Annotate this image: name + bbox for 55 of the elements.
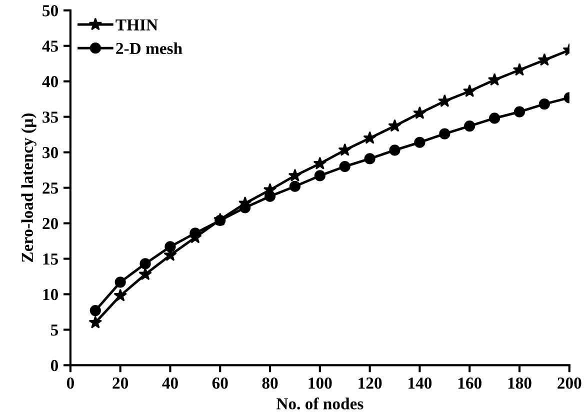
point bbox=[414, 136, 426, 148]
y-tick-label: 20 bbox=[42, 218, 58, 230]
y-tick-label: 25 bbox=[42, 182, 58, 194]
x-tick-label: 120 bbox=[358, 377, 382, 389]
y-tick-label: 30 bbox=[42, 147, 58, 158]
y-tick-label: 40 bbox=[42, 76, 58, 88]
point bbox=[339, 160, 350, 172]
legend-label: THIN bbox=[116, 19, 158, 30]
point bbox=[88, 316, 102, 328]
point bbox=[439, 128, 450, 140]
point bbox=[289, 180, 301, 192]
point bbox=[363, 131, 376, 144]
y-axis-title: Zero-load latency (µ) bbox=[21, 114, 36, 262]
x-tick-label: 140 bbox=[408, 377, 432, 389]
point bbox=[512, 63, 526, 76]
point bbox=[164, 241, 176, 252]
point bbox=[114, 288, 127, 302]
point bbox=[514, 106, 526, 118]
point bbox=[438, 94, 452, 107]
point bbox=[114, 276, 126, 288]
point bbox=[462, 84, 476, 98]
x-tick-label: 180 bbox=[508, 377, 532, 389]
x-tick-label: 60 bbox=[212, 377, 228, 389]
x-tick-label: 20 bbox=[112, 377, 128, 389]
point bbox=[538, 53, 552, 66]
point bbox=[140, 258, 151, 270]
point bbox=[338, 143, 352, 156]
point bbox=[464, 120, 476, 132]
y-tick-label: 15 bbox=[43, 254, 58, 265]
x-tick-label: 160 bbox=[458, 377, 482, 389]
y-tick-label: 0 bbox=[50, 360, 58, 372]
point bbox=[413, 106, 426, 120]
y-tick-label: 35 bbox=[42, 112, 58, 123]
point bbox=[138, 267, 152, 280]
legend-label: 2-D mesh bbox=[116, 42, 182, 54]
x-tick-label: 80 bbox=[262, 377, 278, 389]
point bbox=[90, 305, 101, 316]
x-axis-title: No. of nodes bbox=[276, 398, 364, 410]
point bbox=[313, 156, 327, 170]
x-tick-label: 100 bbox=[308, 377, 332, 389]
x-tick-label: 40 bbox=[162, 377, 178, 389]
point bbox=[388, 119, 402, 132]
y-tick-label: 5 bbox=[50, 324, 58, 336]
x-tick-label: 200 bbox=[558, 377, 582, 389]
y-tick-label: 45 bbox=[42, 40, 58, 52]
x-tick-label: 0 bbox=[66, 377, 74, 389]
point bbox=[314, 170, 326, 182]
y-tick-label: 10 bbox=[43, 288, 58, 300]
point bbox=[488, 112, 500, 124]
point bbox=[538, 98, 550, 110]
point bbox=[288, 168, 302, 182]
point bbox=[488, 72, 502, 86]
y-tick-label: 50 bbox=[42, 5, 58, 16]
point bbox=[364, 153, 376, 164]
point bbox=[389, 144, 400, 156]
